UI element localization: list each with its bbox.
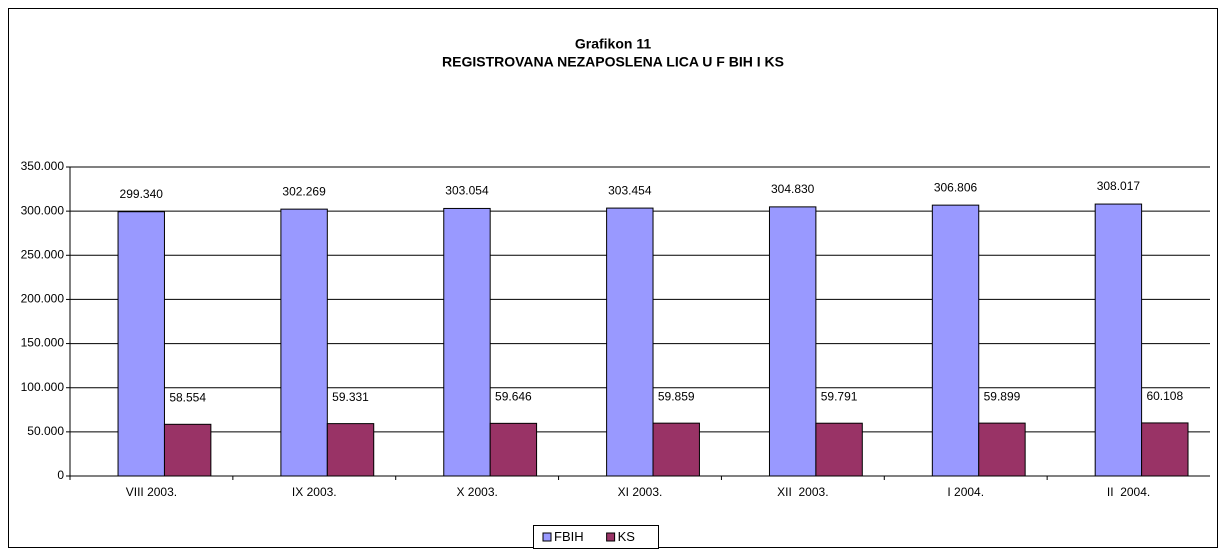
bar xyxy=(1141,422,1189,477)
y-tick-label: 150.000 xyxy=(21,336,65,350)
bar xyxy=(652,422,700,477)
bar xyxy=(443,207,491,477)
data-label: 308.017 xyxy=(1097,179,1141,193)
x-tick-label: X 2003. xyxy=(456,485,497,499)
x-tick-label: I 2004. xyxy=(947,485,984,499)
x-tick-label: IX 2003. xyxy=(292,485,337,499)
x-tick-label: II 2004. xyxy=(1107,485,1150,499)
bar xyxy=(326,423,375,477)
data-label: 60.108 xyxy=(1146,389,1183,403)
bar xyxy=(163,423,212,477)
data-label: 304.830 xyxy=(771,182,815,196)
y-tick-label: 350.000 xyxy=(21,159,65,173)
bar xyxy=(489,422,538,477)
bar xyxy=(931,204,980,477)
y-tick-label: 300.000 xyxy=(21,203,65,217)
bar xyxy=(280,208,328,477)
data-label: 59.791 xyxy=(821,389,858,403)
y-tick-label: 50.000 xyxy=(27,424,64,438)
data-label: 59.646 xyxy=(495,390,532,404)
y-tick-label: 200.000 xyxy=(21,292,65,306)
legend-label: FBIH xyxy=(554,529,584,544)
y-tick-label: 250.000 xyxy=(21,247,65,261)
x-tick-label: VIII 2003. xyxy=(126,485,177,499)
data-label: 299.340 xyxy=(120,187,164,201)
bar xyxy=(815,422,863,477)
bar xyxy=(978,422,1026,477)
chart-subtitle: REGISTROVANA NEZAPOSLENA LICA U F BIH I … xyxy=(442,54,784,70)
data-label: 59.899 xyxy=(984,389,1021,403)
legend-box xyxy=(533,525,659,549)
legend-swatch xyxy=(606,532,616,542)
data-label: 306.806 xyxy=(934,180,978,194)
data-label: 303.454 xyxy=(608,183,652,197)
data-label: 59.859 xyxy=(658,389,695,403)
data-label: 303.054 xyxy=(445,184,489,198)
data-label: 59.331 xyxy=(332,390,369,404)
bar xyxy=(1094,203,1143,477)
y-tick-label: 0 xyxy=(57,468,64,482)
legend-swatch xyxy=(542,532,552,542)
bar xyxy=(768,206,817,477)
bar xyxy=(117,211,165,477)
data-label: 58.554 xyxy=(169,390,206,404)
x-tick-label: XI 2003. xyxy=(618,485,663,499)
data-label: 302.269 xyxy=(282,184,326,198)
x-tick-label: XII 2003. xyxy=(777,485,828,499)
bar xyxy=(606,207,654,477)
legend-label: KS xyxy=(618,529,636,544)
chart-title: Grafikon 11 xyxy=(575,36,651,52)
y-tick-label: 100.000 xyxy=(21,380,65,394)
